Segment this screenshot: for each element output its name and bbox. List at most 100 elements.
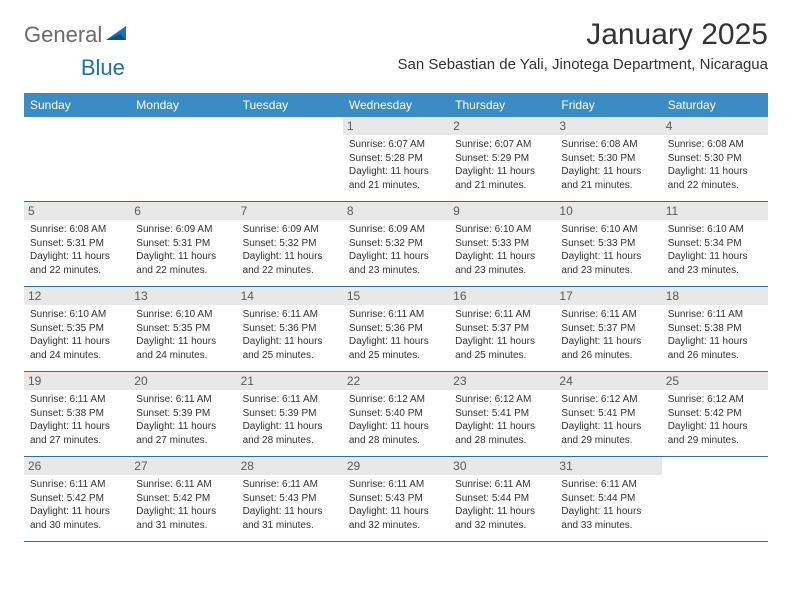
sunrise-text: Sunrise: 6:11 AM <box>243 308 337 322</box>
dow-friday: Friday <box>555 93 661 117</box>
day-number: 6 <box>130 202 236 220</box>
day-cell: 17Sunrise: 6:11 AMSunset: 5:37 PMDayligh… <box>555 287 661 371</box>
day-number: 27 <box>130 457 236 475</box>
sunrise-text: Sunrise: 6:08 AM <box>30 223 124 237</box>
sunset-text: Sunset: 5:31 PM <box>136 237 230 251</box>
month-title: January 2025 <box>397 18 768 52</box>
sunrise-text: Sunrise: 6:11 AM <box>30 393 124 407</box>
day-cell-empty <box>130 117 236 201</box>
sunrise-text: Sunrise: 6:11 AM <box>561 478 655 492</box>
brand-part1: General <box>24 22 102 48</box>
title-block: January 2025 San Sebastian de Yali, Jino… <box>397 18 768 73</box>
sunrise-text: Sunrise: 6:08 AM <box>668 138 762 152</box>
day-cell: 23Sunrise: 6:12 AMSunset: 5:41 PMDayligh… <box>449 372 555 456</box>
day-cell: 13Sunrise: 6:10 AMSunset: 5:35 PMDayligh… <box>130 287 236 371</box>
daylight-text: Daylight: 11 hours and 21 minutes. <box>349 165 443 192</box>
daylight-text: Daylight: 11 hours and 33 minutes. <box>561 505 655 532</box>
dow-header-row: SundayMondayTuesdayWednesdayThursdayFrid… <box>24 93 768 117</box>
sunset-text: Sunset: 5:38 PM <box>668 322 762 336</box>
day-cell: 22Sunrise: 6:12 AMSunset: 5:40 PMDayligh… <box>343 372 449 456</box>
daylight-text: Daylight: 11 hours and 21 minutes. <box>561 165 655 192</box>
day-cell-empty <box>24 117 130 201</box>
day-number: 15 <box>343 287 449 305</box>
daylight-text: Daylight: 11 hours and 25 minutes. <box>455 335 549 362</box>
sunset-text: Sunset: 5:35 PM <box>136 322 230 336</box>
day-cell: 21Sunrise: 6:11 AMSunset: 5:39 PMDayligh… <box>237 372 343 456</box>
day-cell: 27Sunrise: 6:11 AMSunset: 5:42 PMDayligh… <box>130 457 236 541</box>
sunrise-text: Sunrise: 6:07 AM <box>455 138 549 152</box>
daylight-text: Daylight: 11 hours and 25 minutes. <box>349 335 443 362</box>
day-number: 1 <box>343 117 449 135</box>
sunset-text: Sunset: 5:39 PM <box>243 407 337 421</box>
sunrise-text: Sunrise: 6:11 AM <box>455 478 549 492</box>
sunset-text: Sunset: 5:32 PM <box>349 237 443 251</box>
day-cell: 16Sunrise: 6:11 AMSunset: 5:37 PMDayligh… <box>449 287 555 371</box>
sunrise-text: Sunrise: 6:10 AM <box>30 308 124 322</box>
week-row: 1Sunrise: 6:07 AMSunset: 5:28 PMDaylight… <box>24 117 768 202</box>
sunrise-text: Sunrise: 6:10 AM <box>561 223 655 237</box>
day-number: 11 <box>662 202 768 220</box>
calendar-grid: SundayMondayTuesdayWednesdayThursdayFrid… <box>24 93 768 542</box>
brand-logo: General <box>24 22 130 48</box>
sunrise-text: Sunrise: 6:12 AM <box>561 393 655 407</box>
brand-triangle-icon <box>106 24 128 47</box>
dow-tuesday: Tuesday <box>237 93 343 117</box>
sunset-text: Sunset: 5:29 PM <box>455 152 549 166</box>
sunset-text: Sunset: 5:44 PM <box>561 492 655 506</box>
day-number: 30 <box>449 457 555 475</box>
sunset-text: Sunset: 5:41 PM <box>561 407 655 421</box>
daylight-text: Daylight: 11 hours and 28 minutes. <box>243 420 337 447</box>
day-cell: 31 Sunrise: 6:11 AMSunset: 5:44 PMDayligh… <box>555 457 661 541</box>
week-row: 26Sunrise: 6:11 AMSunset: 5:42 PMDayligh… <box>24 457 768 542</box>
day-number: 16 <box>449 287 555 305</box>
daylight-text: Daylight: 11 hours and 23 minutes. <box>455 250 549 277</box>
day-number: 18 <box>662 287 768 305</box>
day-cell: 1Sunrise: 6:07 AMSunset: 5:28 PMDaylight… <box>343 117 449 201</box>
day-cell: 5Sunrise: 6:08 AMSunset: 5:31 PMDaylight… <box>24 202 130 286</box>
sunset-text: Sunset: 5:42 PM <box>668 407 762 421</box>
day-number: 19 <box>24 372 130 390</box>
day-number: 28 <box>237 457 343 475</box>
sunset-text: Sunset: 5:42 PM <box>30 492 124 506</box>
location-text: San Sebastian de Yali, Jinotega Departme… <box>397 56 768 73</box>
day-cell: 14Sunrise: 6:11 AMSunset: 5:36 PMDayligh… <box>237 287 343 371</box>
day-cell: 29Sunrise: 6:11 AMSunset: 5:43 PMDayligh… <box>343 457 449 541</box>
daylight-text: Daylight: 11 hours and 22 minutes. <box>136 250 230 277</box>
day-cell: 28Sunrise: 6:11 AMSunset: 5:43 PMDayligh… <box>237 457 343 541</box>
day-cell: 7Sunrise: 6:09 AMSunset: 5:32 PMDaylight… <box>237 202 343 286</box>
daylight-text: Daylight: 11 hours and 23 minutes. <box>349 250 443 277</box>
sunset-text: Sunset: 5:38 PM <box>30 407 124 421</box>
daylight-text: Daylight: 11 hours and 31 minutes. <box>243 505 337 532</box>
sunrise-text: Sunrise: 6:10 AM <box>668 223 762 237</box>
day-cell: 11Sunrise: 6:10 AMSunset: 5:34 PMDayligh… <box>662 202 768 286</box>
day-cell-empty <box>662 457 768 541</box>
day-cell: 18Sunrise: 6:11 AMSunset: 5:38 PMDayligh… <box>662 287 768 371</box>
day-cell: 30Sunrise: 6:11 AMSunset: 5:44 PMDayligh… <box>449 457 555 541</box>
day-cell: 4Sunrise: 6:08 AMSunset: 5:30 PMDaylight… <box>662 117 768 201</box>
day-number: 21 <box>237 372 343 390</box>
day-number: 4 <box>662 117 768 135</box>
day-cell: 6Sunrise: 6:09 AMSunset: 5:31 PMDaylight… <box>130 202 236 286</box>
dow-thursday: Thursday <box>449 93 555 117</box>
sunrise-text: Sunrise: 6:11 AM <box>30 478 124 492</box>
daylight-text: Daylight: 11 hours and 32 minutes. <box>455 505 549 532</box>
day-number: 31 <box>555 457 661 475</box>
sunset-text: Sunset: 5:43 PM <box>243 492 337 506</box>
day-cell: 26Sunrise: 6:11 AMSunset: 5:42 PMDayligh… <box>24 457 130 541</box>
sunset-text: Sunset: 5:39 PM <box>136 407 230 421</box>
day-number: 10 <box>555 202 661 220</box>
day-cell: 24 Sunrise: 6:12 AMSunset: 5:41 PMDayligh… <box>555 372 661 456</box>
sunrise-text: Sunrise: 6:11 AM <box>136 478 230 492</box>
sunset-text: Sunset: 5:28 PM <box>349 152 443 166</box>
day-cell: 9Sunrise: 6:10 AMSunset: 5:33 PMDaylight… <box>449 202 555 286</box>
sunset-text: Sunset: 5:37 PM <box>561 322 655 336</box>
day-number: 24 <box>555 372 661 390</box>
sunrise-text: Sunrise: 6:11 AM <box>349 308 443 322</box>
day-number: 13 <box>130 287 236 305</box>
daylight-text: Daylight: 11 hours and 26 minutes. <box>668 335 762 362</box>
sunset-text: Sunset: 5:34 PM <box>668 237 762 251</box>
sunset-text: Sunset: 5:42 PM <box>136 492 230 506</box>
day-number: 29 <box>343 457 449 475</box>
daylight-text: Daylight: 11 hours and 29 minutes. <box>561 420 655 447</box>
sunrise-text: Sunrise: 6:12 AM <box>455 393 549 407</box>
